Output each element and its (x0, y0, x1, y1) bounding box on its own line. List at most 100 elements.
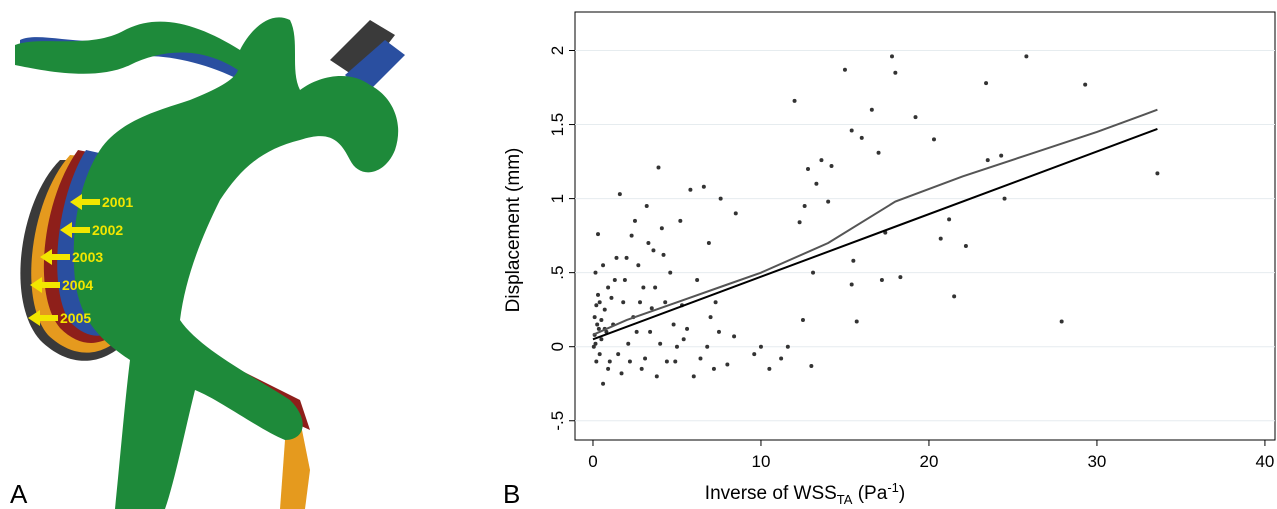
scatter-point (634, 329, 639, 334)
arrow-label: 2003 (72, 249, 103, 265)
scatter-point (653, 285, 658, 290)
scatter-point (596, 232, 601, 237)
scatter-point (733, 211, 738, 216)
x-axis-label-part: ) (899, 483, 905, 504)
scatter-point (681, 337, 686, 342)
scatter-point (609, 295, 614, 300)
scatter-point (638, 300, 643, 305)
arrow-label: 2001 (102, 194, 133, 210)
scatter-point (664, 359, 669, 364)
x-axis-label-sup: -1 (887, 480, 899, 495)
scatter-point (879, 278, 884, 283)
scatter-point (659, 226, 664, 231)
scatter-point (931, 137, 936, 142)
x-tick-label: 10 (752, 452, 771, 471)
scatter-point (673, 359, 678, 364)
scatter-point (658, 341, 663, 346)
scatter-point (629, 233, 634, 238)
arrow-label: 2002 (92, 222, 123, 238)
scatter-point (701, 184, 706, 189)
scatter-point (826, 199, 831, 204)
scatter-point (698, 356, 703, 361)
y-tick-label: -.5 (548, 411, 567, 431)
scatter-point (1002, 196, 1007, 201)
panel-label: A (10, 479, 28, 509)
scatter-point (758, 344, 763, 349)
x-tick-label: 40 (1255, 452, 1274, 471)
scatter-point (617, 192, 622, 197)
scatter-point (713, 300, 718, 305)
arrow (60, 222, 90, 238)
scatter-point (938, 236, 943, 241)
scatter-point (711, 366, 716, 371)
scatter-point (596, 326, 601, 331)
x-tick-label: 0 (588, 452, 597, 471)
scatter-point (854, 319, 859, 324)
scatter-point (593, 341, 598, 346)
scatter-point (602, 307, 607, 312)
scatter-point (619, 371, 624, 376)
scatter-point (849, 282, 854, 287)
scatter-point (691, 374, 696, 379)
scatter-point (626, 341, 631, 346)
scatter-point (716, 329, 721, 334)
scatter-point (695, 278, 700, 283)
plot-area (574, 11, 1276, 441)
scatter-point (591, 344, 596, 349)
scatter-point (596, 292, 601, 297)
scatter-point (636, 263, 641, 268)
x-tick-label: 20 (919, 452, 938, 471)
scatter-point (952, 294, 957, 299)
scatter-point (649, 306, 654, 311)
scatter-point (616, 352, 621, 357)
y-tick-label: 1.5 (548, 113, 567, 137)
vessel-render (15, 17, 405, 509)
scatter-point (814, 181, 819, 186)
fit-line (592, 128, 1158, 341)
scatter-point (809, 363, 814, 368)
scatter-point (601, 381, 606, 386)
scatter-point (913, 115, 918, 120)
scatter-point (606, 366, 611, 371)
scatter-point (876, 150, 881, 155)
scatter-point (678, 218, 683, 223)
scatter-point (859, 135, 864, 140)
scatter-point (819, 158, 824, 163)
x-axis-label-sub: TA (837, 492, 853, 507)
x-axis-label-part: Inverse of WSS (705, 483, 837, 504)
y-tick-label: 2 (548, 46, 567, 55)
scatter-point (685, 326, 690, 331)
scatter-point (805, 166, 810, 171)
scatter-point (671, 322, 676, 327)
scatter-point (732, 334, 737, 339)
scatter-point (643, 356, 648, 361)
scatter-point (688, 187, 693, 192)
scatter-point (1083, 82, 1088, 87)
scatter-point (641, 285, 646, 290)
scatter-point (752, 352, 757, 357)
scatter-point (597, 352, 602, 357)
scatter-point (889, 54, 894, 59)
scatter-point (1024, 54, 1029, 59)
scatter-point (621, 300, 626, 305)
scatter-point (849, 128, 854, 133)
scatter-point (606, 285, 611, 290)
scatter-point (594, 359, 599, 364)
scatter-point (829, 164, 834, 169)
scatter-point (599, 337, 604, 342)
arrow-label: 2005 (60, 310, 91, 326)
y-axis-label: Displacement (mm) (503, 148, 524, 313)
scatter-point (607, 359, 612, 364)
scatter-point (725, 362, 730, 367)
arrow-annotations: 2001 2002 2003 2004 2005 (28, 194, 133, 326)
scatter-point (963, 243, 968, 248)
x-tick-label: 30 (1087, 452, 1106, 471)
scatter-point (648, 329, 653, 334)
y-tick-label: 0 (548, 342, 567, 351)
arrow (28, 310, 58, 326)
scatter-point (594, 303, 599, 308)
scatter-point (797, 220, 802, 225)
scatter-point (785, 344, 790, 349)
arrow (40, 249, 70, 265)
